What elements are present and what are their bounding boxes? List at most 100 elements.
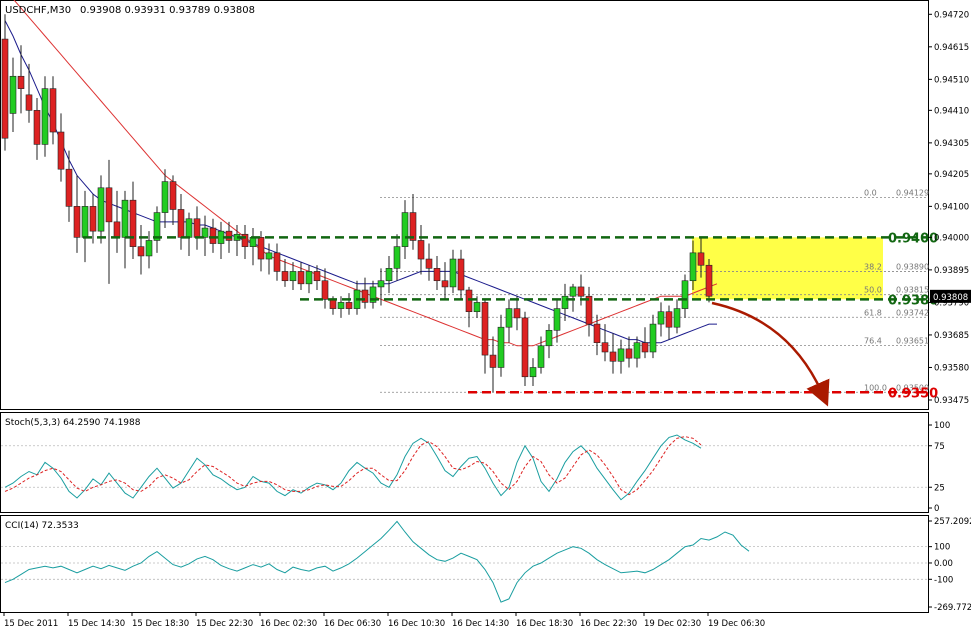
candle-body: [81, 206, 89, 238]
candle: [409, 193, 417, 250]
candle: [313, 265, 321, 291]
candle-body: [537, 345, 545, 368]
candle: [25, 63, 33, 123]
candle: [657, 302, 665, 337]
candle-body: [609, 351, 617, 362]
candle-body: [569, 286, 577, 297]
candle: [593, 314, 601, 356]
resistance-zone: [692, 237, 883, 300]
candle-body: [169, 181, 177, 210]
downward-arrow: [711, 301, 830, 407]
candle-body: [241, 233, 249, 247]
current-price-box: [930, 289, 971, 303]
candle: [129, 181, 137, 260]
candle: [369, 280, 377, 309]
candle: [569, 283, 577, 312]
candle: [1, 14, 9, 151]
candle-body: [265, 252, 273, 260]
cci-panel: [1, 520, 928, 603]
candle: [449, 249, 457, 294]
candle-body: [49, 88, 57, 133]
candle-body: [401, 212, 409, 247]
candle-body: [17, 75, 25, 89]
candle: [201, 215, 209, 256]
candle: [145, 231, 153, 269]
cci-tick-label: 0.00: [934, 559, 953, 569]
candle: [169, 175, 177, 225]
candle: [465, 286, 473, 328]
fib-price-label: 0.93651: [896, 336, 929, 345]
fib-price-label: 0.94129: [896, 188, 929, 197]
candle-body: [209, 227, 217, 244]
candle-body: [593, 323, 601, 343]
candle: [481, 299, 489, 374]
candle: [545, 324, 553, 359]
fib-level-label: 100.0: [864, 383, 887, 392]
candle-body: [121, 199, 129, 238]
candle: [417, 224, 425, 275]
candle-body: [393, 246, 401, 269]
candle-body: [601, 342, 609, 353]
price-tick-label: 0.94305: [934, 139, 969, 149]
candle-body: [1, 38, 9, 139]
candle-body: [25, 94, 33, 111]
candle-body: [625, 348, 633, 359]
cci-tick-label: 100: [934, 543, 950, 553]
fib-price-label: 0.93815: [896, 286, 929, 295]
fib-level-label: 76.4: [864, 336, 882, 345]
price-tick-label: 0.94000: [934, 233, 969, 243]
candle-body: [33, 110, 41, 145]
cci-tick-label: -100: [934, 575, 953, 585]
candle: [673, 299, 681, 334]
candle-body: [369, 286, 377, 303]
candle-body: [665, 311, 673, 328]
candle: [57, 113, 65, 182]
candle: [441, 262, 449, 300]
candle: [33, 97, 41, 160]
candle: [529, 358, 537, 387]
candle-body: [97, 187, 105, 232]
price-tick-label: 0.93580: [934, 363, 969, 373]
fib-level-label: 50.0: [864, 286, 882, 295]
candle-body: [273, 252, 281, 272]
candle: [497, 314, 505, 377]
fib-level-label: 38.2: [864, 262, 882, 271]
stoch-tick-label: 0: [934, 504, 939, 514]
candle-body: [313, 271, 321, 282]
candle-body: [449, 258, 457, 288]
candle-body: [57, 131, 65, 170]
stoch-tick-label: 25: [934, 483, 945, 493]
candle-body: [409, 212, 417, 241]
axes: 0.94720 0.94615 0.94510 0.94410 0.94305 0.942…: [3, 10, 971, 629]
candle: [361, 277, 369, 309]
candle: [689, 240, 697, 291]
candle: [625, 336, 633, 368]
candle-body: [137, 246, 145, 257]
candle-body: [145, 240, 153, 257]
candle: [393, 234, 401, 281]
candle: [489, 336, 497, 393]
candle-body: [105, 187, 113, 223]
candle: [209, 218, 217, 253]
cci-panel-frame: [0, 515, 929, 613]
candle-body: [65, 168, 73, 207]
target-label: 0.9350: [888, 386, 938, 401]
fib-price-label: 0.93500: [896, 383, 929, 392]
candle-body: [705, 264, 713, 297]
candle: [345, 293, 353, 315]
candle: [401, 200, 409, 260]
stoch-signal-line: [4, 436, 702, 496]
candle: [425, 243, 433, 281]
candle-body: [297, 271, 305, 285]
candle-body: [361, 289, 369, 303]
candle: [377, 268, 385, 306]
candle: [257, 231, 265, 272]
candle: [649, 314, 657, 359]
candle-body: [689, 252, 697, 282]
candle-body: [113, 221, 121, 238]
candle-body: [417, 240, 425, 260]
candle-body: [649, 323, 657, 353]
candle-body: [201, 227, 209, 238]
candle-body: [289, 271, 297, 282]
